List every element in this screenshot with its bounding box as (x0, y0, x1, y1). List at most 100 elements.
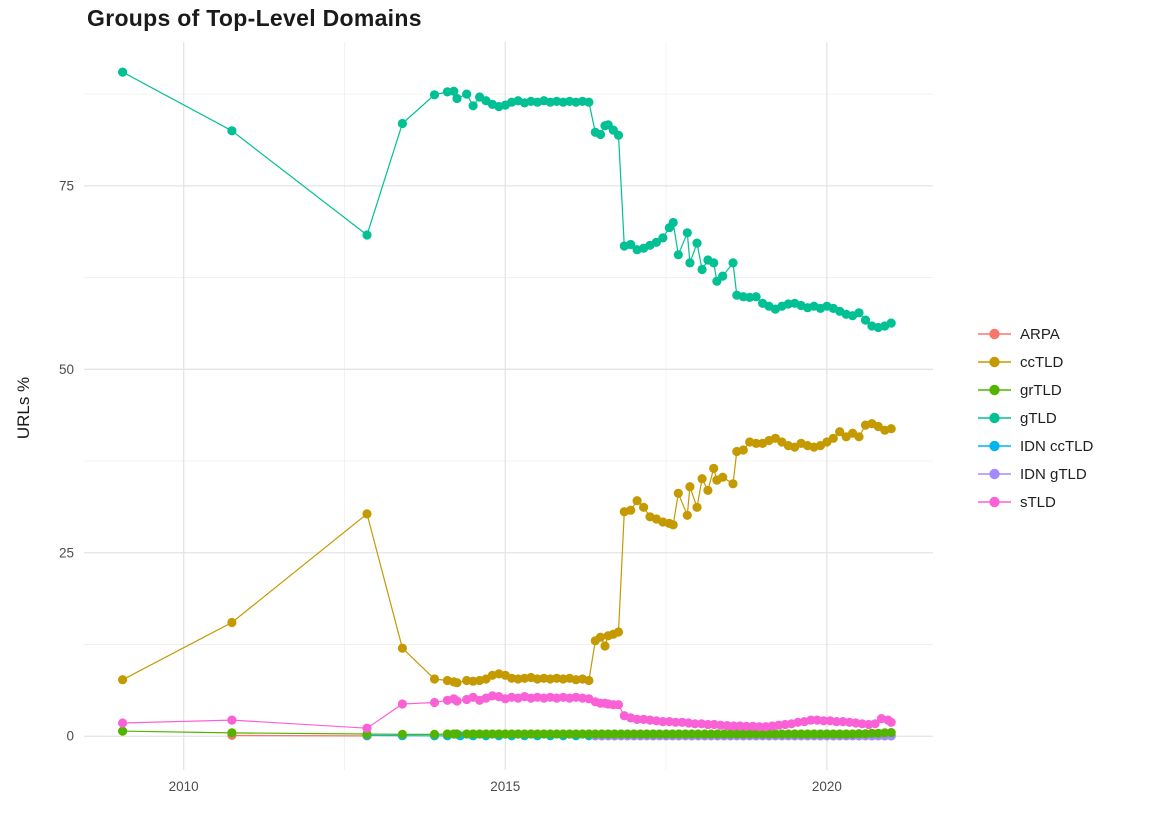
data-point (712, 729, 723, 739)
data-point (729, 721, 739, 731)
data-point (397, 699, 407, 709)
data-point (687, 729, 697, 739)
data-point (822, 729, 832, 739)
data-point (860, 315, 871, 325)
legend-key-stld-icon (978, 496, 1011, 508)
data-point (667, 729, 678, 739)
gridlines-minor (84, 42, 933, 770)
data-point (520, 729, 530, 739)
axis-tick-labels: 0 25 50 75 2010 2015 2020 (59, 178, 842, 794)
data-point (635, 729, 646, 739)
data-point (783, 729, 793, 739)
data-point (703, 719, 713, 730)
series-points-grtld (118, 726, 896, 740)
data-point (870, 719, 880, 729)
data-point (828, 433, 838, 443)
x-tick-label: 2010 (169, 779, 199, 794)
data-point (690, 719, 700, 729)
legend-item-cctld: ccTLD (978, 351, 1093, 373)
data-point (718, 472, 728, 482)
data-point (685, 258, 695, 268)
data-point (648, 729, 658, 739)
series-points (118, 67, 896, 741)
legend-item-grtld: grTLD (978, 379, 1093, 401)
data-point (452, 93, 462, 104)
data-point (854, 729, 864, 739)
data-point (513, 729, 523, 739)
data-point (397, 118, 407, 129)
x-tick-label: 2020 (812, 779, 842, 794)
data-point (716, 720, 726, 730)
data-point (397, 643, 407, 653)
data-point (595, 129, 606, 140)
data-point (751, 729, 761, 739)
data-point (682, 228, 692, 238)
series-line-gtld (122, 71, 892, 329)
data-point (728, 479, 738, 489)
legend-label-idn-cctld: IDN ccTLD (1020, 437, 1094, 455)
data-point (693, 729, 703, 739)
data-point (661, 729, 671, 739)
data-point (632, 496, 642, 506)
data-point (692, 502, 702, 512)
data-point (500, 729, 510, 739)
data-point (718, 271, 728, 281)
data-point (658, 233, 668, 243)
data-point (475, 729, 485, 739)
data-point (227, 728, 237, 738)
data-point (886, 424, 896, 434)
data-point (692, 238, 702, 248)
data-point (806, 715, 816, 725)
data-point (584, 675, 594, 686)
data-point (622, 729, 633, 739)
y-tick-label: 75 (59, 178, 74, 193)
data-point (706, 729, 716, 739)
data-point (682, 510, 692, 520)
legend-item-gtld: gTLD (978, 407, 1093, 429)
data-point (873, 728, 883, 738)
data-point (751, 292, 761, 302)
data-point (703, 485, 713, 495)
data-point (362, 723, 372, 733)
data-point (886, 717, 896, 727)
data-point (735, 721, 745, 731)
legend-item-stld: sTLD (978, 491, 1093, 513)
data-point (613, 130, 624, 140)
data-point (603, 729, 613, 739)
data-point (507, 729, 517, 739)
data-point (758, 729, 768, 739)
legend-label-grtld: grTLD (1020, 381, 1062, 399)
data-point (610, 729, 620, 739)
legend-key-idn-cctld-icon (978, 440, 1011, 452)
data-point (854, 432, 864, 442)
legend-label-arpa: ARPA (1020, 325, 1060, 343)
data-point (673, 488, 683, 498)
data-point (468, 729, 478, 739)
data-point (658, 717, 668, 727)
data-point (118, 726, 128, 736)
y-tick-label: 50 (59, 362, 74, 377)
data-point (545, 729, 555, 739)
data-point (429, 674, 440, 684)
data-point (671, 717, 681, 727)
data-point (732, 729, 742, 739)
data-point (442, 729, 452, 739)
data-point (803, 729, 813, 739)
data-point (709, 258, 719, 268)
data-point (590, 729, 600, 739)
data-point (539, 729, 549, 739)
series-points-cctld (118, 419, 896, 688)
data-point (626, 505, 636, 515)
data-point (886, 728, 896, 738)
data-point (597, 729, 607, 739)
data-point (616, 729, 626, 739)
data-point (697, 474, 707, 484)
data-point (668, 520, 678, 530)
data-point (651, 237, 662, 247)
legend-label-gtld: gTLD (1020, 409, 1057, 427)
data-point (558, 729, 568, 739)
data-point (487, 729, 497, 739)
data-point (613, 627, 624, 637)
data-point (770, 729, 781, 739)
legend-label-idn-gtld: IDN gTLD (1020, 465, 1087, 483)
